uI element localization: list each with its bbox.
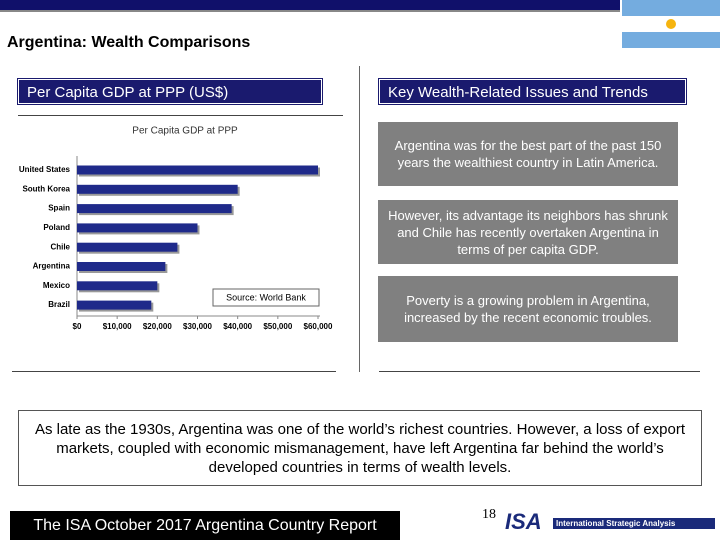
divider (359, 66, 360, 372)
top-rule (0, 10, 620, 12)
chart-title: Per Capita GDP at PPP (132, 126, 238, 137)
point: However, its advantage its neighbors has… (378, 200, 678, 264)
x-tick-label: $0 (73, 322, 82, 331)
page-title: Argentina: Wealth Comparisons (7, 34, 251, 51)
bar (77, 300, 152, 310)
footer-report: The ISA October 2017 Argentina Country R… (10, 511, 400, 540)
point: Argentina was for the best part of the p… (378, 122, 678, 186)
rule (379, 371, 700, 372)
y-tick-label: Brazil (48, 300, 70, 309)
source: Source: World Bank (226, 292, 306, 302)
x-tick-label: $50,000 (263, 322, 292, 331)
y-tick-label: United States (19, 165, 71, 174)
source-box (212, 288, 320, 307)
x-tick-label: $20,000 (143, 322, 172, 331)
y-tick-label: Mexico (43, 281, 70, 290)
chart: Per Capita GDP at PPP Source: World Bank… (19, 126, 333, 331)
y-tick-label: Spain (48, 204, 70, 213)
summary: As late as the 1930s, Argentina was one … (18, 410, 702, 486)
y-tick-label: South Korea (22, 184, 70, 193)
y-tick-label: Poland (43, 223, 70, 232)
bar (77, 204, 232, 214)
top-band (0, 0, 620, 10)
logo-name: International Strategic Analysis (553, 518, 715, 529)
x-tick-label: $10,000 (103, 322, 132, 331)
bar (77, 242, 178, 252)
x-tick-label: $60,000 (304, 322, 333, 331)
bar (77, 184, 238, 194)
logo: ISA (505, 509, 542, 534)
flag (622, 0, 720, 48)
bar (77, 262, 166, 271)
bar (77, 223, 198, 233)
bar (77, 165, 318, 175)
y-tick-label: Chile (50, 242, 70, 251)
x-tick-label: $30,000 (183, 322, 212, 331)
right-heading: Key Wealth-Related Issues and Trends (378, 78, 687, 105)
point: Poverty is a growing problem in Argentin… (378, 276, 678, 342)
y-tick-label: Argentina (33, 262, 71, 271)
page-number: 18 (482, 507, 496, 522)
rule (12, 371, 336, 372)
bar (77, 281, 158, 291)
rule (18, 115, 343, 116)
left-heading: Per Capita GDP at PPP (US$) (17, 78, 323, 105)
x-tick-label: $40,000 (223, 322, 252, 331)
